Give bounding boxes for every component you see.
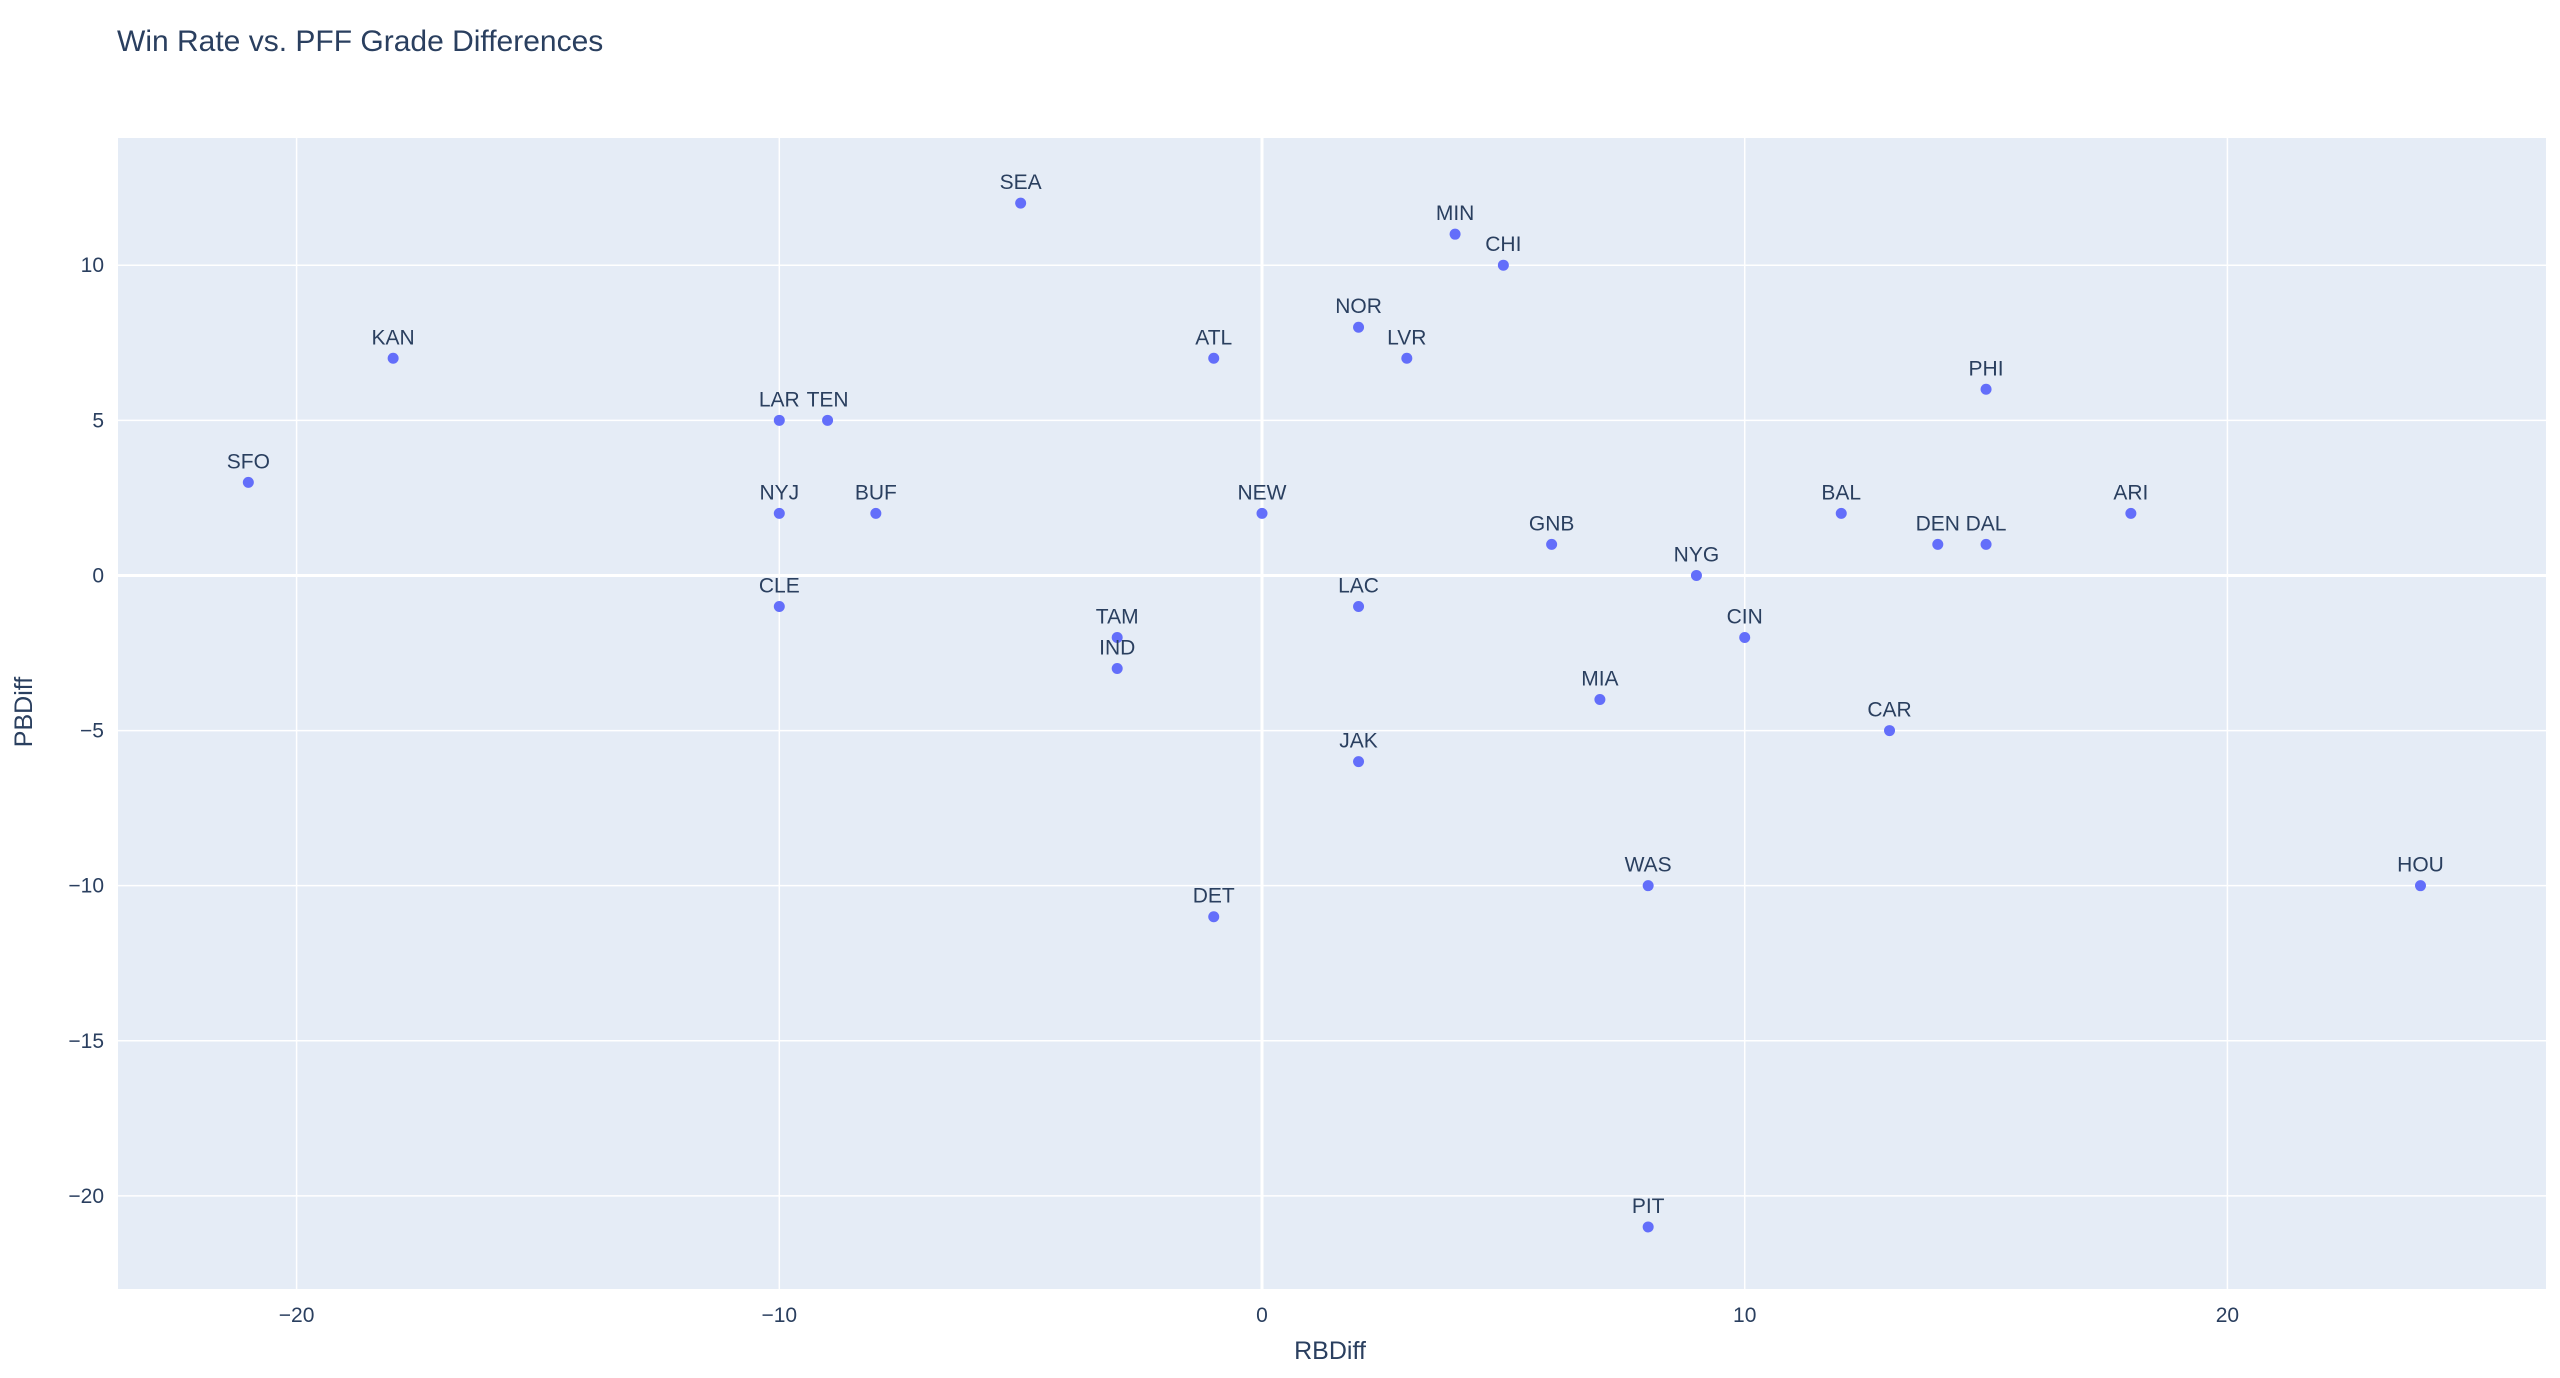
data-label-min: MIN	[1436, 202, 1475, 225]
data-label-phi: PHI	[1969, 357, 2004, 380]
data-label-ari: ARI	[2113, 481, 2148, 504]
data-point-nor	[1353, 321, 1365, 333]
data-label-sfo: SFO	[227, 450, 270, 473]
data-points	[242, 197, 2426, 1233]
data-label-sea: SEA	[1000, 171, 1042, 194]
data-point-ari	[2125, 507, 2137, 519]
data-label-lac: LAC	[1338, 574, 1379, 597]
data-label-was: WAS	[1625, 854, 1672, 877]
y-tick-label: −15	[68, 1030, 104, 1053]
data-label-den: DEN	[1916, 512, 1960, 535]
data-label-mia: MIA	[1581, 668, 1618, 691]
data-label-buf: BUF	[855, 481, 897, 504]
data-point-mia	[1594, 694, 1606, 706]
data-point-cin	[1739, 631, 1751, 643]
data-label-new: NEW	[1238, 481, 1287, 504]
data-point-det	[1208, 911, 1220, 923]
data-point-dal	[1980, 538, 1992, 550]
data-label-chi: CHI	[1485, 233, 1521, 256]
data-point-tam	[1111, 631, 1123, 643]
data-point-cle	[773, 600, 785, 612]
x-tick-label: −20	[279, 1304, 315, 1327]
x-tick-label: −10	[761, 1304, 797, 1327]
data-label-cin: CIN	[1727, 605, 1763, 628]
y-axis-title: PBDiff	[10, 677, 38, 747]
data-label-jak: JAK	[1339, 730, 1378, 753]
data-point-chi	[1497, 259, 1509, 271]
y-tick-label: 10	[81, 254, 104, 277]
data-point-car	[1884, 725, 1896, 737]
x-tick-label: 10	[1733, 1304, 1756, 1327]
gridlines	[118, 138, 2546, 1289]
y-tick-label: −5	[80, 720, 104, 743]
data-label-ind: IND	[1099, 637, 1135, 660]
data-label-car: CAR	[1867, 699, 1911, 722]
data-point-nyg	[1690, 569, 1702, 581]
data-point-min	[1449, 228, 1461, 240]
data-label-tam: TAM	[1096, 605, 1139, 628]
data-label-lar: LAR	[759, 388, 800, 411]
y-tick-label: 5	[92, 409, 104, 432]
data-point-hou	[2414, 880, 2426, 892]
y-tick-label: −10	[68, 875, 104, 898]
data-point-lar	[773, 414, 785, 426]
data-point-kan	[387, 352, 399, 364]
data-point-den	[1932, 538, 1944, 550]
data-point-ten	[822, 414, 834, 426]
x-tick-label: 0	[1256, 1304, 1268, 1327]
data-point-new	[1256, 507, 1268, 519]
data-point-bal	[1835, 507, 1847, 519]
data-point-sfo	[242, 476, 254, 488]
data-label-cle: CLE	[759, 574, 800, 597]
data-label-hou: HOU	[2397, 854, 2444, 877]
data-label-dal: DAL	[1966, 512, 2007, 535]
data-label-pit: PIT	[1632, 1195, 1665, 1218]
y-tick-label: 0	[92, 564, 104, 587]
x-axis-ticks: −20 −10 0 10 20	[279, 1304, 2239, 1327]
data-point-buf	[870, 507, 882, 519]
data-point-pit	[1642, 1221, 1654, 1233]
data-point-gnb	[1546, 538, 1558, 550]
y-tick-label: −20	[68, 1185, 104, 1208]
data-label-nyg: NYG	[1674, 543, 1720, 566]
data-label-lvr: LVR	[1387, 326, 1426, 349]
data-label-atl: ATL	[1195, 326, 1232, 349]
data-label-nor: NOR	[1335, 295, 1382, 318]
data-point-atl	[1208, 352, 1220, 364]
data-label-kan: KAN	[372, 326, 415, 349]
data-label-bal: BAL	[1821, 481, 1861, 504]
plot-area	[118, 138, 2546, 1289]
data-point-lvr	[1401, 352, 1413, 364]
data-point-nyj	[773, 507, 785, 519]
data-point-jak	[1353, 756, 1365, 768]
data-point-sea	[1015, 197, 1027, 209]
data-point-was	[1642, 880, 1654, 892]
data-label-nyj: NYJ	[759, 481, 799, 504]
data-label-det: DET	[1193, 885, 1235, 908]
data-point-lac	[1353, 600, 1365, 612]
data-label-gnb: GNB	[1529, 512, 1575, 535]
y-axis-ticks: −20 −15 −10 −5 0 5 10	[68, 254, 104, 1208]
x-tick-label: 20	[2216, 1304, 2239, 1327]
x-axis-title: RBDiff	[1294, 1337, 1366, 1365]
chart-title: Win Rate vs. PFF Grade Differences	[117, 25, 603, 58]
data-point-phi	[1980, 383, 1992, 395]
data-labels: SFO KAN LAR TEN NYJ BUF CLE SEA TAM IND ATL DET NEW N…	[227, 171, 2444, 1218]
data-point-ind	[1111, 663, 1123, 675]
data-label-ten: TEN	[807, 388, 849, 411]
